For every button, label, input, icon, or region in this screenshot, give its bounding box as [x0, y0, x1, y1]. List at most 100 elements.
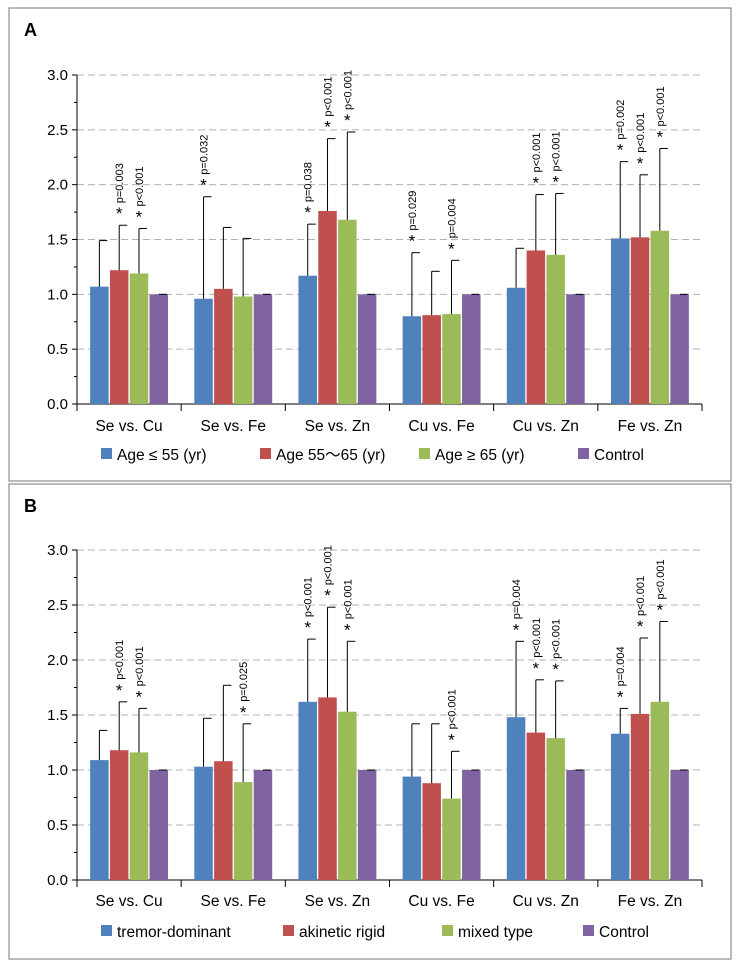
y-tick-label: 1.0 — [47, 762, 68, 779]
bar — [442, 314, 461, 404]
bar — [298, 275, 317, 404]
bar — [129, 273, 149, 404]
y-tick-label: 2.5 — [47, 597, 68, 614]
bar — [253, 294, 273, 404]
bar — [214, 761, 233, 880]
legend-swatch — [260, 448, 271, 459]
p-value-label: p=0.004 — [615, 646, 627, 686]
bar — [670, 770, 689, 880]
significance-star: * — [116, 681, 123, 700]
p-value-label: p<0.001 — [531, 618, 543, 658]
bar — [630, 713, 650, 880]
bar — [214, 288, 233, 404]
x-category-label: Se vs. Cu — [95, 893, 162, 910]
legend-swatch — [442, 925, 453, 936]
chart-panel-b: B 0.0 0.5 1.0 1.5 2.0 2.5 3.0 Se vs. Cu Se vs. Fe… — [8, 483, 732, 960]
y-tick-label: 2.5 — [47, 122, 68, 139]
bar — [526, 250, 546, 404]
bar — [253, 770, 273, 880]
bar — [338, 711, 357, 880]
significance-star: * — [533, 174, 540, 193]
significance-star: * — [344, 620, 351, 639]
y-tick-label: 0.5 — [47, 817, 68, 834]
p-value-label: p<0.001 — [114, 640, 126, 680]
legend-label: tremor-dominant — [117, 924, 231, 941]
p-value-label: p=0.004 — [446, 198, 458, 238]
p-value-label: p<0.001 — [446, 689, 458, 729]
bar — [610, 733, 630, 880]
bar — [402, 776, 422, 880]
significance-star: * — [304, 618, 311, 637]
y-tick-label: 0.0 — [47, 872, 68, 889]
bar — [194, 298, 213, 404]
p-value-label: p=0.025 — [238, 662, 250, 702]
significance-star: * — [240, 703, 247, 722]
bar — [462, 294, 481, 404]
bar — [357, 294, 377, 404]
legend-label: Control — [594, 447, 644, 464]
legend-label: Age ≥ 65 (yr) — [435, 447, 524, 464]
bar — [442, 798, 461, 880]
bar — [298, 701, 317, 880]
x-category-label: Se vs. Fe — [201, 418, 266, 435]
y-tick-label: 3.0 — [47, 542, 68, 559]
p-value-label: p<0.001 — [342, 70, 354, 110]
bar — [318, 210, 337, 404]
bar — [149, 294, 169, 404]
significance-star: * — [552, 172, 559, 191]
bar — [357, 770, 377, 880]
x-category-label: Cu vs. Fe — [408, 418, 474, 435]
legend-swatch — [101, 448, 112, 459]
bar — [506, 717, 526, 880]
bar — [422, 783, 441, 880]
bar — [338, 219, 357, 404]
significance-star: * — [200, 176, 207, 195]
p-value-label: p=0.004 — [511, 579, 523, 619]
bar — [546, 254, 565, 404]
p-value-label: p<0.001 — [655, 86, 667, 126]
panel-frame — [8, 483, 732, 960]
significance-star: * — [617, 141, 624, 160]
significance-star: * — [533, 659, 540, 678]
legend-label: akinetic rigid — [299, 924, 385, 941]
p-value-label: p=0.002 — [615, 100, 627, 140]
chart-panel-a: A 0.0 0.5 1.0 1.5 2.0 2.5 3.0 Se vs. Cu Se vs. Fe… — [8, 7, 732, 482]
legend-label: Age 55～65 (yr) — [276, 447, 385, 464]
significance-star: * — [409, 232, 416, 251]
panel-label: B — [24, 496, 37, 516]
legend-label: mixed type — [458, 924, 533, 941]
bar — [149, 770, 169, 880]
x-category-label: Se vs. Zn — [305, 893, 370, 910]
bar — [526, 732, 546, 880]
bar — [233, 782, 253, 880]
p-value-label: p<0.001 — [134, 646, 146, 686]
legend-swatch — [101, 925, 112, 936]
p-value-label: p=0.032 — [199, 135, 211, 175]
p-value-label: p=0.003 — [114, 163, 126, 203]
p-value-label: p<0.001 — [323, 545, 335, 585]
bar — [462, 770, 481, 880]
y-tick-label: 1.5 — [47, 707, 68, 724]
p-value-label: p=0.029 — [407, 191, 419, 231]
bar — [650, 701, 670, 880]
p-value-label: p<0.001 — [134, 166, 146, 206]
bar — [670, 294, 689, 404]
p-value-label: p<0.001 — [551, 619, 563, 659]
significance-star: * — [136, 208, 143, 227]
x-category-label: Fe vs. Zn — [618, 893, 683, 910]
significance-star: * — [324, 586, 331, 605]
bar — [546, 738, 565, 880]
p-value-label: p<0.001 — [323, 77, 335, 117]
significance-star: * — [552, 660, 559, 679]
significance-star: * — [637, 617, 644, 636]
bar — [610, 238, 630, 404]
p-value-label: p=0.038 — [303, 162, 315, 202]
panel-label: A — [24, 20, 37, 40]
p-value-label: p<0.001 — [531, 132, 543, 172]
significance-star: * — [657, 601, 664, 620]
bar — [566, 294, 585, 404]
p-value-label: p<0.001 — [342, 579, 354, 619]
p-value-label: p<0.001 — [303, 577, 315, 617]
y-tick-label: 0.0 — [47, 396, 68, 413]
